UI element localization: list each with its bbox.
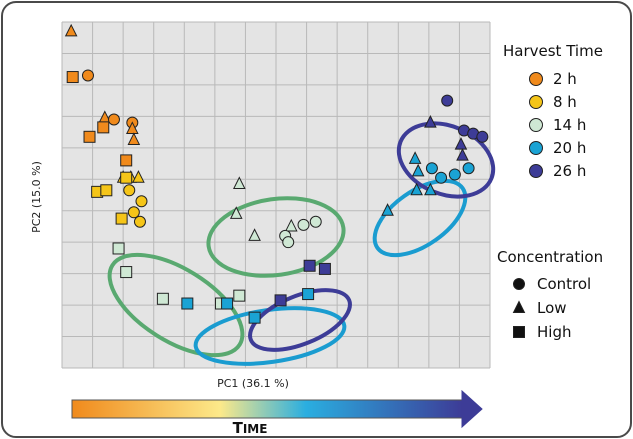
data-point-square [248,311,261,324]
data-point-square [303,259,316,272]
data-point-square [233,289,246,302]
data-point-triangle [233,176,246,189]
legend-label-2h: 2 h [553,70,577,88]
data-point-triangle [64,23,78,37]
legend-label-20h: 20 h [553,139,586,157]
data-point-triangle [411,163,425,177]
data-point-circle [133,215,146,228]
legend-label-control: Control [537,275,591,293]
legend-swatch-14h [529,118,543,132]
data-point-triangle [229,206,243,219]
data-point-square [83,130,96,143]
data-point-square [318,262,331,275]
legend-title-harvest-time: Harvest Time [503,42,603,60]
data-point-circle [462,162,475,175]
data-point-square [120,266,133,279]
data-point-circle [282,236,295,249]
legend-label-14h: 14 h [553,116,586,134]
data-point-circle [435,171,448,184]
time-arrow-label: TIME [233,419,268,437]
data-point-triangle [456,148,469,161]
data-point-square [181,297,194,310]
time-arrow-head [461,389,483,429]
legend-swatch-high [513,326,525,338]
data-point-circle [448,168,461,181]
legend-swatch-low [512,300,526,313]
legend-label-26h: 26 h [553,162,586,180]
data-point-triangle [424,115,437,128]
data-point-square [156,292,169,305]
data-point-square [66,71,79,84]
time-arrow-shaft [71,399,463,419]
time-label-initial: T [233,419,244,437]
data-point-square [112,242,125,255]
data-point-square [100,184,113,197]
data-point-triangle [284,218,298,232]
grouping-ellipse [248,288,352,352]
legend-swatch-8h [529,95,543,109]
legend-swatch-26h [529,164,543,178]
data-point-triangle [381,203,394,216]
data-point-circle [123,184,136,197]
data-point-triangle [408,151,422,164]
data-point-circle [476,130,489,143]
legend-label-low: Low [537,299,567,317]
data-point-circle [297,218,310,231]
time-arrow [71,389,483,429]
legend-label-8h: 8 h [553,93,577,111]
data-point-triangle [454,137,468,150]
data-point-square [97,121,110,134]
data-point-circle [127,206,140,219]
grouping-ellipse [372,178,468,258]
data-point-square [120,171,133,184]
legend-swatch-control [513,278,525,290]
x-axis-label: PC1 (36.1 %) [217,377,289,390]
data-point-square [115,212,128,225]
grouping-ellipse [206,196,346,278]
y-axis-label: PC2 (15.0 %) [30,161,43,233]
data-point-triangle [410,182,423,196]
data-point-square [120,154,133,167]
data-point-square [274,294,287,307]
legend-label-high: High [537,323,571,341]
legend-swatch-2h [529,72,543,86]
data-point-circle [441,94,454,107]
data-point-circle [107,113,120,126]
data-point-triangle [424,182,437,196]
legend-title-concentration: Concentration [497,248,603,266]
time-label-rest: IME [243,422,268,436]
data-point-square [221,297,234,310]
data-point-triangle [126,121,139,134]
data-point-triangle [132,170,145,183]
data-point-circle [135,195,148,208]
data-point-square [302,288,315,301]
data-point-triangle [127,132,141,145]
data-point-triangle [248,228,261,241]
legend-swatch-20h [529,141,543,155]
data-point-circle [309,215,322,228]
data-point-circle [81,69,94,82]
data-point-circle [425,162,438,175]
grouping-ellipse [107,252,245,358]
